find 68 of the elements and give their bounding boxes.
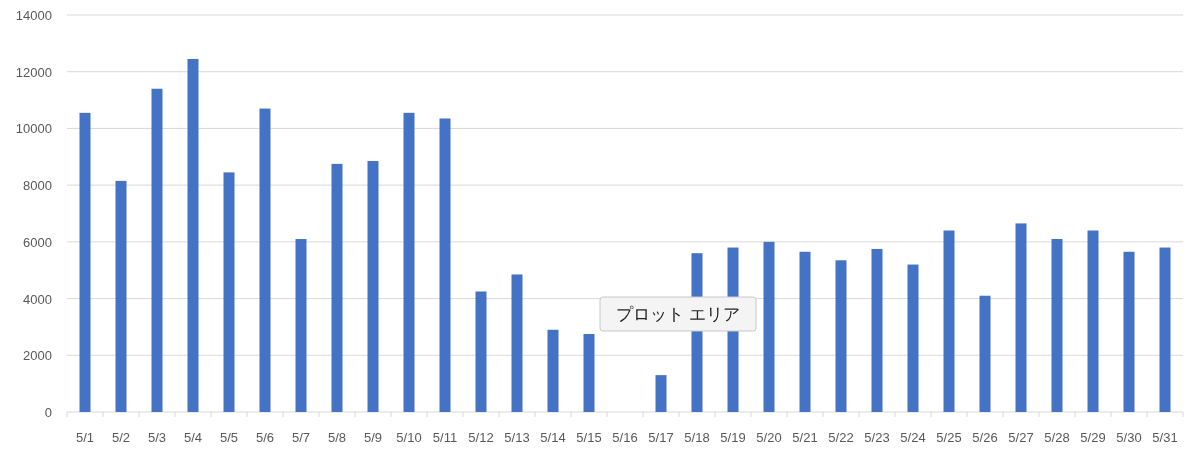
bar <box>547 329 559 412</box>
x-tick-label: 5/12 <box>468 430 494 445</box>
bar <box>79 112 91 412</box>
x-tick-label: 5/18 <box>684 430 710 445</box>
x-tick-label: 5/23 <box>864 430 890 445</box>
bar <box>655 375 667 412</box>
bar <box>367 161 379 412</box>
x-tick-label: 5/6 <box>255 430 275 445</box>
x-tick-label: 5/17 <box>648 430 674 445</box>
bar <box>223 172 235 412</box>
bar <box>1087 230 1099 412</box>
y-tick-label: 0 <box>44 405 52 420</box>
bar <box>799 251 811 412</box>
y-tick-label: 6000 <box>23 234 52 250</box>
x-tick-label: 5/10 <box>396 430 422 445</box>
x-tick-label: 5/4 <box>183 430 203 445</box>
bar <box>1123 251 1135 412</box>
y-tick-label: 10000 <box>15 121 52 137</box>
x-tick-label: 5/7 <box>291 430 311 445</box>
x-tick-label: 5/20 <box>756 430 782 445</box>
bar <box>511 274 523 412</box>
y-tick-label: 4000 <box>23 291 52 307</box>
bar <box>1015 223 1027 412</box>
y-tick-label: 12000 <box>15 64 52 80</box>
x-tick-label: 5/24 <box>900 430 926 445</box>
y-tick-label: 8000 <box>23 178 52 194</box>
bar <box>475 291 487 412</box>
bar <box>1159 247 1171 412</box>
x-tick-label: 5/19 <box>720 430 746 445</box>
x-tick-label: 5/15 <box>576 430 602 445</box>
x-tick-label: 5/8 <box>327 430 347 445</box>
bar <box>871 248 883 412</box>
x-tick-label: 5/29 <box>1080 430 1106 445</box>
bar <box>763 241 775 412</box>
x-tick-label: 5/16 <box>612 430 638 445</box>
x-tick-label: 5/3 <box>147 430 167 445</box>
x-tick-label: 5/30 <box>1116 430 1142 445</box>
bar <box>979 295 991 412</box>
x-tick-label: 5/22 <box>828 430 854 445</box>
bar <box>115 180 127 412</box>
bar <box>187 58 199 412</box>
bar <box>907 264 919 412</box>
y-tick-label: 2000 <box>23 348 52 364</box>
bar <box>583 334 595 412</box>
bar <box>439 118 451 412</box>
bar <box>943 230 955 412</box>
bar <box>151 88 163 412</box>
bar <box>331 163 343 412</box>
y-tick-label: 14000 <box>15 8 52 23</box>
x-tick-label: 5/14 <box>540 430 566 445</box>
bar <box>835 260 847 412</box>
bar <box>1051 239 1063 412</box>
x-tick-label: 5/26 <box>972 430 998 445</box>
x-tick-label: 5/9 <box>363 430 383 445</box>
x-tick-label: 5/2 <box>111 430 131 445</box>
bar <box>295 239 307 412</box>
x-tick-label: 5/11 <box>432 430 458 445</box>
x-tick-label: 5/25 <box>936 430 962 445</box>
x-tick-label: 5/28 <box>1044 430 1070 445</box>
x-tick-label: 5/27 <box>1008 430 1034 445</box>
x-tick-label: 5/1 <box>75 430 95 445</box>
x-tick-label: 5/5 <box>219 430 239 445</box>
x-tick-label: 5/31 <box>1152 430 1178 445</box>
x-tick-label: 5/13 <box>504 430 530 445</box>
annotation: プロット エリア <box>616 305 740 324</box>
bar <box>259 108 271 412</box>
bar <box>403 112 415 412</box>
x-tick-label: 5/21 <box>792 430 818 445</box>
